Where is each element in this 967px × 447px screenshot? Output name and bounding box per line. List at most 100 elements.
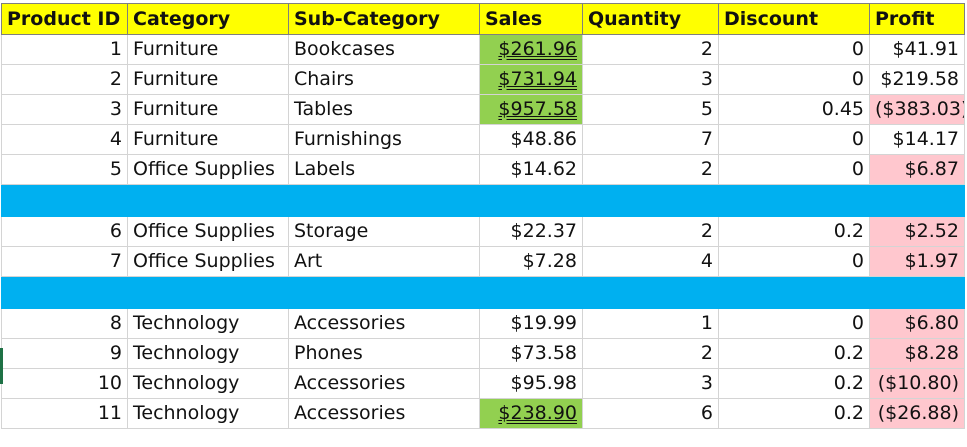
- separator-cell[interactable]: [479, 184, 583, 217]
- cell-profit[interactable]: $1.97: [869, 246, 965, 277]
- cell-quantity[interactable]: 1: [582, 308, 719, 339]
- cell-quantity[interactable]: 2: [582, 154, 719, 185]
- cell-sales[interactable]: $261.96: [479, 34, 583, 65]
- cell-profit[interactable]: $2.52: [869, 216, 965, 247]
- cell-category[interactable]: Technology: [127, 308, 289, 339]
- header-profit[interactable]: Profit: [869, 3, 965, 35]
- cell-profit[interactable]: ($383.03): [869, 94, 965, 125]
- separator-cell[interactable]: [869, 276, 965, 309]
- header-sales[interactable]: Sales: [479, 3, 583, 35]
- separator-cell[interactable]: [718, 184, 870, 217]
- cell-sub-category[interactable]: Accessories: [288, 398, 480, 429]
- cell-product-id[interactable]: 7: [1, 246, 128, 277]
- cell-category[interactable]: Furniture: [127, 124, 289, 155]
- cell-category[interactable]: Furniture: [127, 64, 289, 95]
- cell-sales[interactable]: $73.58: [479, 338, 583, 369]
- separator-cell[interactable]: [479, 276, 583, 309]
- cell-sub-category[interactable]: Phones: [288, 338, 480, 369]
- cell-profit[interactable]: ($26.88): [869, 398, 965, 429]
- cell-sub-category[interactable]: Tables: [288, 94, 480, 125]
- cell-profit[interactable]: $6.87: [869, 154, 965, 185]
- cell-discount[interactable]: 0.2: [718, 338, 870, 369]
- cell-quantity[interactable]: 2: [582, 216, 719, 247]
- cell-profit[interactable]: $219.58: [869, 64, 965, 95]
- header-discount[interactable]: Discount: [718, 3, 870, 35]
- cell-sales[interactable]: $957.58: [479, 94, 583, 125]
- cell-product-id[interactable]: 10: [1, 368, 128, 399]
- cell-category[interactable]: Office Supplies: [127, 154, 289, 185]
- separator-cell[interactable]: [718, 276, 870, 309]
- cell-product-id[interactable]: 8: [1, 308, 128, 339]
- cell-product-id[interactable]: 4: [1, 124, 128, 155]
- cell-quantity[interactable]: 3: [582, 368, 719, 399]
- cell-discount[interactable]: 0: [718, 124, 870, 155]
- cell-sub-category[interactable]: Furnishings: [288, 124, 480, 155]
- cell-quantity[interactable]: 7: [582, 124, 719, 155]
- cell-category[interactable]: Office Supplies: [127, 246, 289, 277]
- cell-discount[interactable]: 0.2: [718, 368, 870, 399]
- cell-product-id[interactable]: 5: [1, 154, 128, 185]
- cell-sub-category[interactable]: Accessories: [288, 308, 480, 339]
- cell-sales[interactable]: $95.98: [479, 368, 583, 399]
- separator-cell[interactable]: [582, 276, 719, 309]
- header-quantity[interactable]: Quantity: [582, 3, 719, 35]
- cell-discount[interactable]: 0.2: [718, 398, 870, 429]
- cell-product-id[interactable]: 3: [1, 94, 128, 125]
- cell-quantity[interactable]: 2: [582, 34, 719, 65]
- cell-sub-category[interactable]: Storage: [288, 216, 480, 247]
- separator-cell[interactable]: [127, 184, 289, 217]
- cell-sales[interactable]: $238.90: [479, 398, 583, 429]
- cell-profit[interactable]: $8.28: [869, 338, 965, 369]
- cell-product-id[interactable]: 2: [1, 64, 128, 95]
- separator-cell[interactable]: [1, 276, 128, 309]
- cell-product-id[interactable]: 1: [1, 34, 128, 65]
- cell-sales[interactable]: $731.94: [479, 64, 583, 95]
- cell-sub-category[interactable]: Art: [288, 246, 480, 277]
- cell-quantity[interactable]: 2: [582, 338, 719, 369]
- cell-quantity[interactable]: 3: [582, 64, 719, 95]
- table-row: 4 Furniture Furnishings $48.86 7 0 $14.1…: [1, 124, 965, 155]
- header-product-id[interactable]: Product ID: [1, 3, 128, 35]
- cell-discount[interactable]: 0: [718, 34, 870, 65]
- cell-discount[interactable]: 0.2: [718, 216, 870, 247]
- header-sub-category[interactable]: Sub-Category: [288, 3, 480, 35]
- cell-profit[interactable]: ($10.80): [869, 368, 965, 399]
- separator-cell[interactable]: [1, 184, 128, 217]
- cell-category[interactable]: Furniture: [127, 34, 289, 65]
- cell-profit[interactable]: $14.17: [869, 124, 965, 155]
- cell-sub-category[interactable]: Chairs: [288, 64, 480, 95]
- cell-discount[interactable]: 0: [718, 246, 870, 277]
- separator-cell[interactable]: [869, 184, 965, 217]
- cell-sales[interactable]: $14.62: [479, 154, 583, 185]
- cell-profit[interactable]: $41.91: [869, 34, 965, 65]
- cell-category[interactable]: Technology: [127, 338, 289, 369]
- cell-discount[interactable]: 0.45: [718, 94, 870, 125]
- cell-sales[interactable]: $22.37: [479, 216, 583, 247]
- cell-category[interactable]: Office Supplies: [127, 216, 289, 247]
- cell-quantity[interactable]: 6: [582, 398, 719, 429]
- cell-sales[interactable]: $48.86: [479, 124, 583, 155]
- cell-category[interactable]: Technology: [127, 398, 289, 429]
- separator-cell[interactable]: [582, 184, 719, 217]
- header-category[interactable]: Category: [127, 3, 289, 35]
- separator-cell[interactable]: [127, 276, 289, 309]
- separator-cell[interactable]: [288, 184, 480, 217]
- cell-discount[interactable]: 0: [718, 308, 870, 339]
- cell-quantity[interactable]: 5: [582, 94, 719, 125]
- cell-sub-category[interactable]: Accessories: [288, 368, 480, 399]
- cell-quantity[interactable]: 4: [582, 246, 719, 277]
- cell-category[interactable]: Technology: [127, 368, 289, 399]
- cell-sub-category[interactable]: Bookcases: [288, 34, 480, 65]
- cell-category[interactable]: Furniture: [127, 94, 289, 125]
- cell-product-id[interactable]: 9: [1, 338, 128, 369]
- separator-cell[interactable]: [288, 276, 480, 309]
- cell-sales[interactable]: $7.28: [479, 246, 583, 277]
- cell-product-id[interactable]: 6: [1, 216, 128, 247]
- cell-profit[interactable]: $6.80: [869, 308, 965, 339]
- cell-discount[interactable]: 0: [718, 154, 870, 185]
- cell-sub-category[interactable]: Labels: [288, 154, 480, 185]
- cell-product-id[interactable]: 11: [1, 398, 128, 429]
- cell-sales[interactable]: $19.99: [479, 308, 583, 339]
- cell-discount[interactable]: 0: [718, 64, 870, 95]
